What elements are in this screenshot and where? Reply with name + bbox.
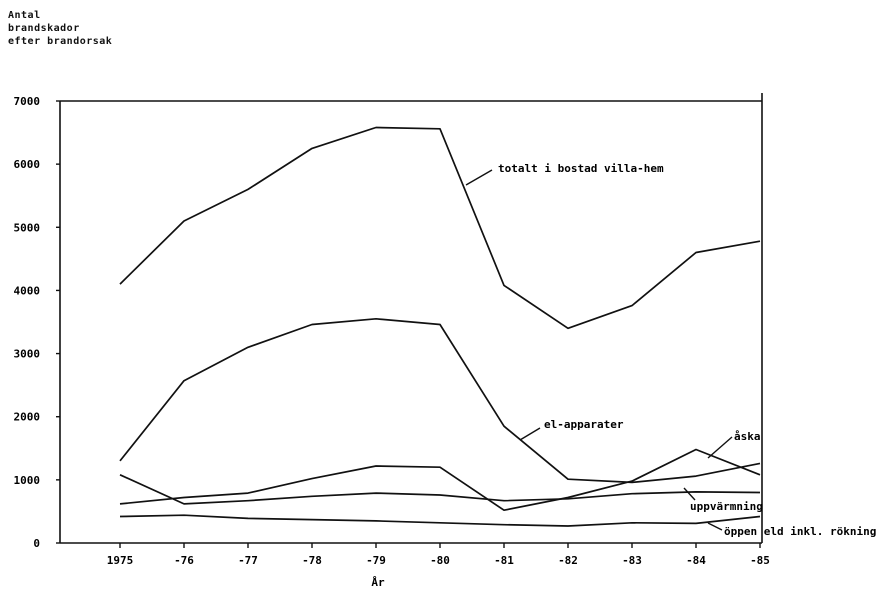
x-tick-label: -81 — [494, 554, 514, 567]
series-line-4 — [119, 514, 761, 527]
x-tick-label: -82 — [558, 554, 578, 567]
x-tick-label: -79 — [366, 554, 386, 567]
x-tick-label: -84 — [686, 554, 706, 567]
series-label-leader — [683, 487, 696, 501]
y-tick-label: 5000 — [14, 221, 41, 234]
series-layer — [119, 126, 761, 527]
series-label: åska — [734, 430, 761, 443]
series-line-0 — [119, 126, 761, 330]
x-tick-label: -83 — [622, 554, 642, 567]
x-tick-label: -80 — [430, 554, 450, 567]
y-tick-label: 3000 — [14, 348, 41, 361]
y-axis-title-line-2: brandskador — [8, 23, 80, 34]
series-label: el-apparater — [544, 418, 624, 431]
y-tick-label: 6000 — [14, 158, 41, 171]
x-tick-label: -78 — [302, 554, 322, 567]
y-tick-label: 2000 — [14, 411, 41, 424]
y-axis-title-line-3: efter brandorsak — [8, 36, 113, 47]
y-axis-title-line-1: Antal — [8, 10, 41, 21]
x-tick-label: -76 — [174, 554, 194, 567]
series-line-1 — [119, 317, 761, 484]
x-tick-label: 1975 — [107, 554, 134, 567]
series-label-leader — [707, 436, 733, 459]
x-tick-label: -85 — [750, 554, 770, 567]
x-tick-label: -77 — [238, 554, 258, 567]
x-axis-title: År — [371, 576, 385, 589]
series-line-3 — [119, 474, 761, 505]
y-tick-label: 4000 — [14, 284, 41, 297]
axes: 0 1000 2000 3000 4000 5000 6000 7000 1975 -76 -77 -… — [14, 93, 770, 589]
series-line-2 — [119, 448, 761, 512]
series-label: totalt i bostad villa-hem — [498, 162, 664, 175]
series-label: öppen eld inkl. rökning — [724, 525, 876, 538]
series-labels: totalt i bostad villa-hem el-apparater åsk… — [465, 162, 876, 538]
y-tick-label: 7000 — [14, 95, 41, 108]
series-label-leader — [465, 169, 493, 186]
y-tick-label: 1000 — [14, 474, 41, 487]
y-tick-label: 0 — [33, 537, 40, 550]
series-label-leader — [707, 522, 723, 531]
series-label: uppvärmning — [690, 500, 763, 513]
series-label-leader — [519, 427, 541, 441]
